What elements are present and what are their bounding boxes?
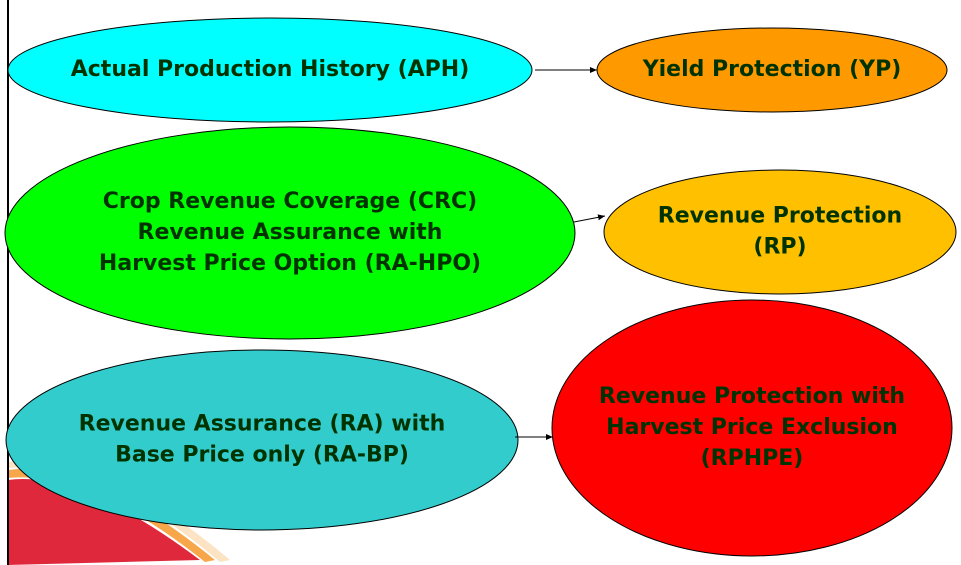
arrow [573,214,606,223]
node-label: Revenue Protection with [599,384,905,409]
node-ellipse [4,126,576,340]
node-label: Yield Protection (YP) [642,57,902,82]
swoosh [8,479,200,565]
swoosh-accent [8,468,215,562]
node-label: Harvest Price Exclusion [606,415,898,440]
node-ellipse [603,169,957,295]
node-ellipse [5,349,519,531]
labels: Actual Production History (APH) Yield Pro… [71,57,905,471]
node-ellipse [551,299,953,557]
node-label: (RP) [753,235,806,260]
node-label: Harvest Price Option (RA-HPO) [99,251,481,276]
node-label: Revenue Assurance with [138,220,443,245]
node-label: Actual Production History (APH) [71,57,470,82]
node-label: Crop Revenue Coverage (CRC) [103,189,477,214]
node-ellipse [7,17,533,123]
node-label: Revenue Protection [658,204,902,229]
node-label: (RPHPE) [701,446,804,471]
node-label: Revenue Assurance (RA) with [79,412,446,437]
node-label: Base Price only (RA-BP) [115,443,409,468]
